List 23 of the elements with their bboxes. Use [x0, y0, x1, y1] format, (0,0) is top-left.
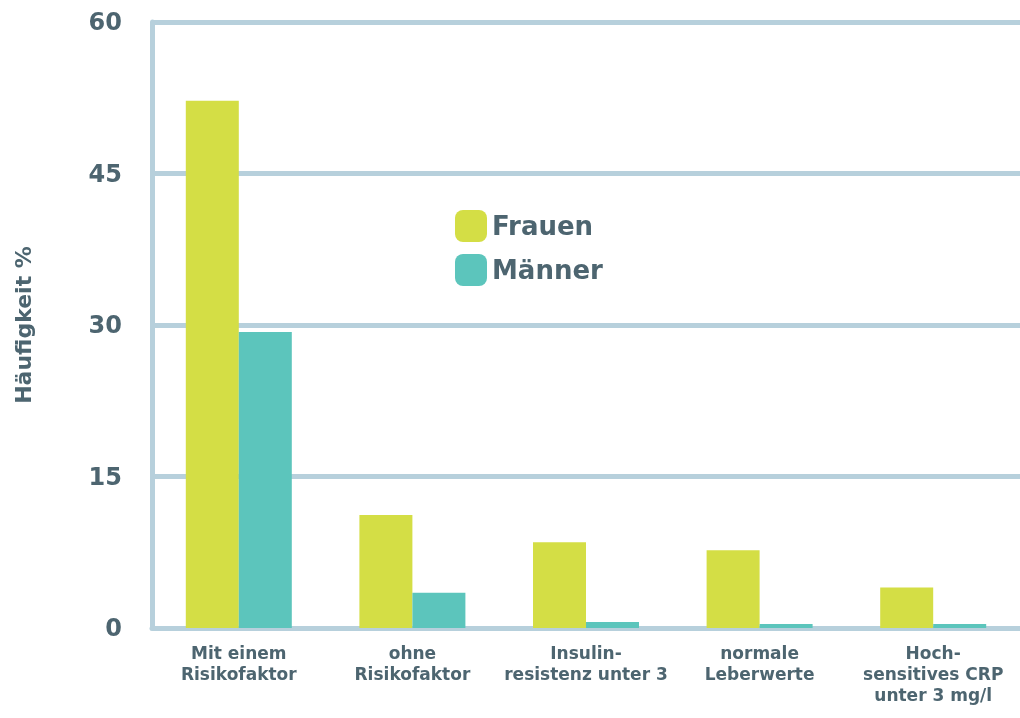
x-tick-label: Insulin- resistenz unter 3 [504, 642, 668, 684]
bar [238, 332, 292, 628]
bar [586, 621, 639, 628]
bar [759, 623, 813, 628]
y-tick-label: 30 [88, 311, 122, 339]
y-tick-label: 0 [105, 614, 122, 642]
x-tick-label: Mit einem Risikofaktor [180, 642, 298, 684]
bar [933, 623, 987, 628]
y-tick-label: 45 [88, 159, 122, 188]
bar [359, 514, 413, 628]
x-tick-label: ohne Risikofaktor [354, 642, 471, 684]
bar [880, 587, 934, 628]
x-tick-label: normale Leberwerte [704, 642, 815, 684]
bar [412, 592, 466, 628]
legend-label: Männer [492, 255, 604, 285]
bar [185, 100, 239, 628]
y-tick-label: 15 [88, 462, 122, 491]
y-tick-label: 60 [88, 8, 122, 36]
bar [533, 542, 586, 628]
legend-label: Frauen [492, 211, 594, 241]
x-tick-label: Hoch- sensitives CRP unter 3 mg/l [863, 642, 1004, 705]
y-axis-title: Häufigkeit % [10, 246, 36, 404]
bar [706, 550, 760, 628]
